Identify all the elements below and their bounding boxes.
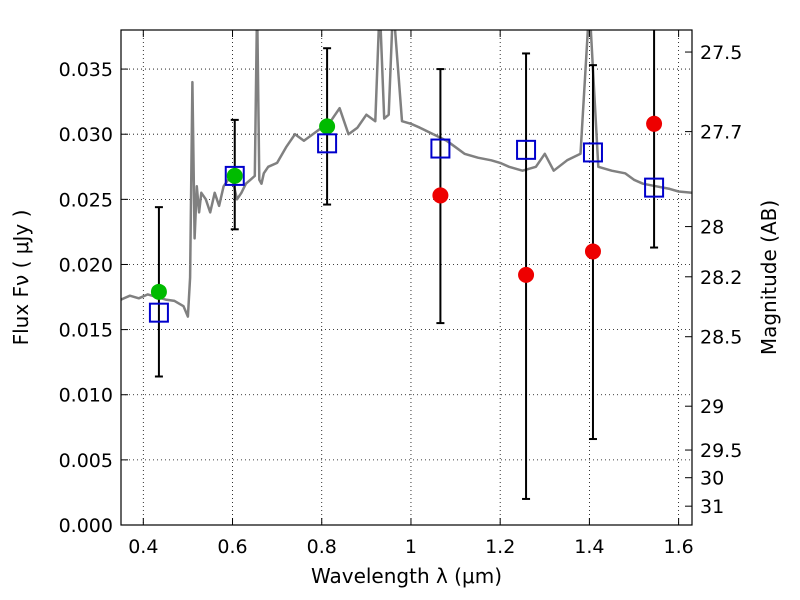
data-markers <box>148 115 665 323</box>
x-tick-label: 1 <box>405 536 417 558</box>
model-flux-square <box>148 302 169 323</box>
spectrum-line <box>121 30 692 318</box>
template-spectrum <box>121 30 692 318</box>
y-axis-title: Flux Fν ( μJy ) <box>9 210 33 346</box>
y2-axis-title: Magnitude (AB) <box>757 200 781 355</box>
y-tick-label: 0.010 <box>59 385 113 407</box>
model-flux-square <box>224 165 245 186</box>
x-axis-title: Wavelength λ (μm) <box>311 564 502 588</box>
y-tick-label: 0.000 <box>59 515 113 537</box>
y2-tick-label: 28.5 <box>700 327 742 349</box>
y2-tick-label: 27.5 <box>700 42 742 64</box>
grid <box>121 30 692 526</box>
y-tick-label: 0.020 <box>59 254 113 276</box>
axis-ticks: 0.4 0.6 0.8 1 1.2 1.4 1.6 0.000 0.005 0.010 0.015 0… <box>59 30 742 558</box>
x-tick-label: 0.4 <box>128 536 158 558</box>
data-point <box>150 283 167 300</box>
y-tick-label: 0.025 <box>59 189 113 211</box>
plot-frame <box>120 29 693 526</box>
y2-tick-label: 31 <box>700 496 724 518</box>
x-tick-label: 1.2 <box>485 536 515 558</box>
y2-tick-label: 30 <box>700 468 724 490</box>
model-flux-square <box>516 139 537 160</box>
y2-tick-label: 27.7 <box>700 122 742 144</box>
x-tick-label: 1.6 <box>664 536 694 558</box>
model-flux-square <box>582 142 603 163</box>
model-flux-square <box>430 138 451 159</box>
x-tick-label: 0.6 <box>217 536 247 558</box>
model-flux-square <box>644 177 665 198</box>
y-tick-label: 0.030 <box>59 124 113 146</box>
y2-tick-label: 28 <box>700 217 724 239</box>
data-point <box>646 115 663 132</box>
x-tick-label: 1.4 <box>574 536 604 558</box>
x-tick-label: 0.8 <box>307 536 337 558</box>
data-point <box>584 243 601 260</box>
y2-tick-label: 29.5 <box>700 440 742 462</box>
model-flux-square <box>317 133 338 154</box>
y2-tick-label: 29 <box>700 396 724 418</box>
data-point <box>226 167 243 184</box>
data-point <box>432 187 449 204</box>
data-point <box>319 118 336 135</box>
y-tick-label: 0.035 <box>59 59 113 81</box>
y-tick-label: 0.015 <box>59 320 113 342</box>
data-point <box>518 266 535 283</box>
y2-tick-label: 28.2 <box>700 267 742 289</box>
y-tick-label: 0.005 <box>59 450 113 472</box>
